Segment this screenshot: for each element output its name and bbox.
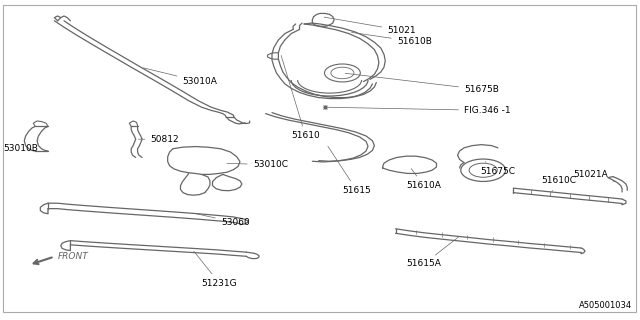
- Text: 51231G: 51231G: [194, 251, 237, 288]
- Text: 53010B: 53010B: [3, 140, 39, 153]
- Text: 51610C: 51610C: [541, 176, 576, 192]
- Text: 51615A: 51615A: [406, 237, 459, 268]
- Text: A505001034: A505001034: [579, 301, 632, 310]
- Text: 53010C: 53010C: [227, 160, 288, 169]
- Text: 50812: 50812: [138, 135, 179, 144]
- Text: 51675B: 51675B: [345, 73, 499, 94]
- Text: 51615: 51615: [328, 146, 371, 195]
- Text: 53060: 53060: [195, 213, 250, 227]
- Text: 53010A: 53010A: [143, 68, 217, 86]
- Text: 51610B: 51610B: [351, 32, 431, 46]
- Text: 51675C: 51675C: [480, 162, 515, 176]
- Text: 51021: 51021: [324, 17, 416, 35]
- Text: 51610: 51610: [281, 55, 320, 140]
- Text: FIG.346 -1: FIG.346 -1: [328, 106, 511, 115]
- Text: 51610A: 51610A: [406, 169, 441, 190]
- Text: 51021A: 51021A: [573, 170, 615, 182]
- Text: FRONT: FRONT: [58, 252, 88, 261]
